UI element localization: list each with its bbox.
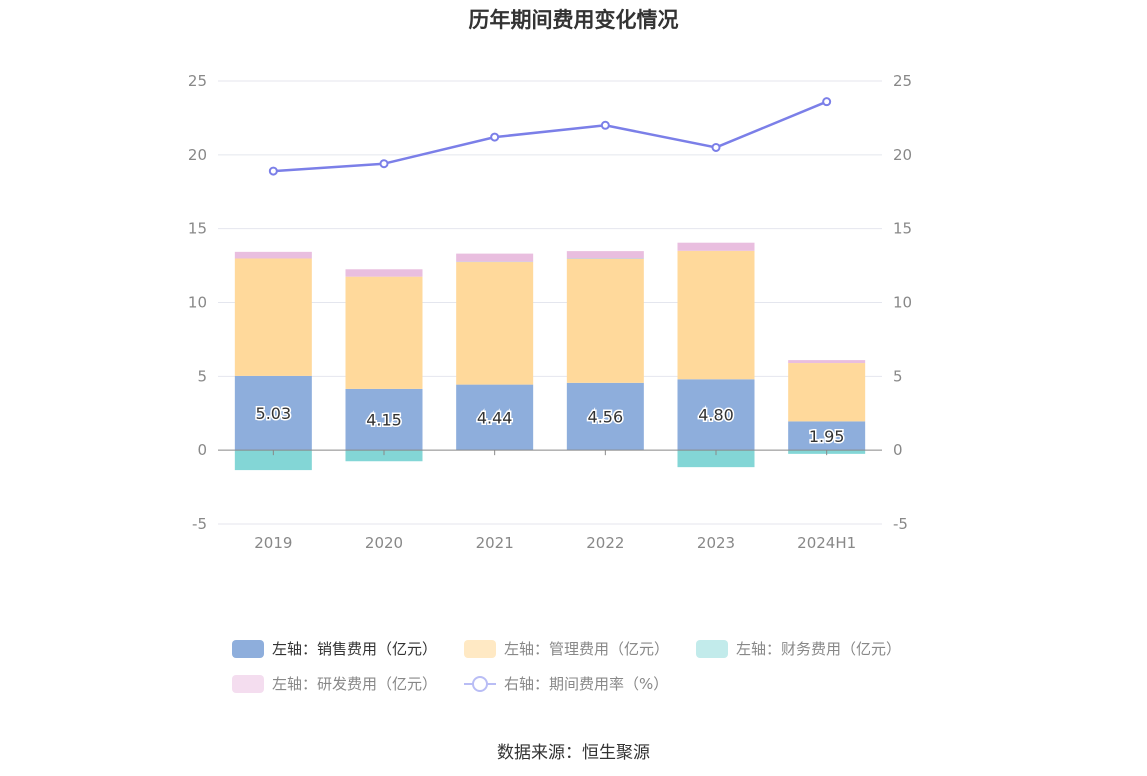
y-right-tick-label: 0 — [893, 441, 903, 459]
bar-segment — [677, 242, 755, 251]
rate-point — [711, 142, 721, 152]
bar-segment — [677, 250, 755, 380]
bar-segment — [788, 421, 866, 451]
y-right-tick-label: 10 — [893, 294, 912, 312]
bar-segment — [788, 360, 866, 364]
legend-line-icon — [464, 675, 496, 693]
legend-label-finance: 左轴：财务费用（亿元） — [736, 640, 902, 658]
bar-segment — [234, 375, 312, 451]
y-left-tick-label: 25 — [188, 72, 207, 90]
bar-data-label: 4.44 — [477, 408, 513, 427]
legend-swatch-sales — [232, 639, 264, 658]
bar-segment — [677, 450, 755, 468]
legend-item-rate[interactable]: 右轴：期间费用率（%） — [464, 673, 668, 694]
y-left-tick-label: -5 — [192, 515, 207, 533]
bar-segment — [566, 258, 644, 383]
legend-swatch-rnd — [232, 674, 264, 693]
bar-data-label: 4.56 — [588, 407, 624, 426]
rate-point — [268, 166, 278, 176]
bar-segment — [788, 363, 866, 422]
x-tick-label: 2022 — [586, 534, 624, 552]
bar-segment — [234, 258, 312, 376]
legend-label-admin: 左轴：管理费用（亿元） — [504, 640, 670, 658]
y-right-tick-label: -5 — [893, 515, 908, 533]
y-left-tick-label: 20 — [188, 146, 207, 164]
rate-line — [273, 100, 828, 173]
bar-segment — [566, 382, 644, 451]
rate-point — [379, 159, 389, 169]
y-right-tick-label: 25 — [893, 72, 912, 90]
bar-segment — [345, 269, 423, 277]
legend-item-admin[interactable]: 左轴：管理费用（亿元） — [464, 638, 669, 659]
x-tick-label: 2023 — [697, 534, 735, 552]
rate-point — [822, 97, 832, 107]
y-left-tick-label: 15 — [188, 220, 207, 238]
x-tick-label: 2020 — [365, 534, 403, 552]
bar-data-label: 1.95 — [809, 427, 845, 446]
x-tick-label: 2019 — [254, 534, 292, 552]
y-right-tick-label: 15 — [893, 220, 912, 238]
rate-point — [490, 132, 500, 142]
bar-data-label: 4.80 — [698, 406, 734, 425]
bar-segment — [677, 379, 755, 451]
legend-item-rnd[interactable]: 左轴：研发费用（亿元） — [232, 673, 437, 694]
bar-segment — [456, 262, 534, 385]
x-tick-label: 2021 — [476, 534, 514, 552]
rate-point — [600, 120, 610, 130]
data-source: 数据来源：恒生聚源 — [497, 743, 650, 763]
bar-segment — [345, 388, 423, 451]
legend-label-rate: 右轴：期间费用率（%） — [504, 675, 669, 693]
y-left-tick-label: 0 — [197, 441, 207, 459]
legend-swatch-finance — [696, 639, 728, 658]
chart-plot: -5 0 5 10 15 20 25 -5 0 5 10 15 20 25 5.03 2019 4.15 2020… — [188, 72, 912, 552]
bar-segment — [345, 276, 423, 389]
y-right-tick-label: 20 — [893, 146, 912, 164]
legend-label-rnd: 左轴：研发费用（亿元） — [272, 675, 438, 693]
bar-data-label: 5.03 — [256, 404, 292, 423]
bar-data-label: 4.15 — [366, 411, 402, 430]
legend-item-finance[interactable]: 左轴：财务费用（亿元） — [696, 638, 901, 659]
bar-segment — [566, 251, 644, 259]
x-tick-label: 2024H1 — [797, 534, 856, 552]
legend-item-sales[interactable]: 左轴：销售费用（亿元） — [232, 638, 437, 659]
bar-segment — [234, 251, 312, 259]
bar-segment — [456, 253, 534, 262]
bar-segment — [234, 450, 312, 471]
y-left-tick-label: 10 — [188, 294, 207, 312]
bar-segment — [456, 384, 534, 451]
y-right-tick-label: 5 — [893, 367, 903, 385]
y-left-tick-label: 5 — [197, 367, 207, 385]
legend-label-sales: 左轴：销售费用（亿元） — [272, 640, 438, 658]
legend-swatch-admin — [464, 639, 496, 658]
chart-title: 历年期间费用变化情况 — [468, 8, 679, 32]
bar-segment — [345, 450, 423, 462]
